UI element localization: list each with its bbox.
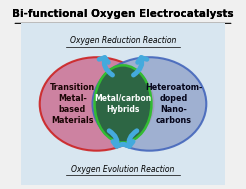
FancyBboxPatch shape (17, 19, 229, 189)
Text: Transition
Metal-
based
Materials: Transition Metal- based Materials (50, 83, 95, 125)
Text: Bi-functional Oxygen Electrocatalysts: Bi-functional Oxygen Electrocatalysts (12, 9, 234, 19)
Ellipse shape (40, 57, 154, 151)
Text: Oxygen Evolution Reaction: Oxygen Evolution Reaction (71, 166, 175, 174)
Text: Bi-functional Oxygen Electrocatalysts: Bi-functional Oxygen Electrocatalysts (12, 9, 234, 19)
Text: Oxygen Reduction Reaction: Oxygen Reduction Reaction (70, 36, 176, 46)
Ellipse shape (92, 57, 206, 151)
Text: Heteroatom-
doped
Nano-
carbons: Heteroatom- doped Nano- carbons (145, 83, 202, 125)
Text: Metal/carbon
Hybrids: Metal/carbon Hybrids (94, 94, 152, 114)
Ellipse shape (94, 65, 152, 143)
